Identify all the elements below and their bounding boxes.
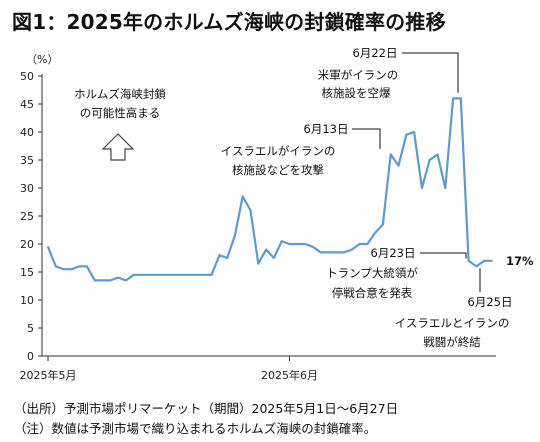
annotation-jun23-line2: 停戦合意を発表: [332, 286, 413, 300]
data-point: [335, 251, 338, 254]
data-point: [288, 243, 291, 245]
x-tick-label: 2025年5月: [20, 368, 77, 382]
data-point: [70, 268, 73, 271]
data-point: [358, 243, 361, 245]
y-tick-label: 15: [20, 266, 34, 279]
data-point: [483, 259, 486, 262]
data-point: [452, 97, 454, 100]
y-tick-label: 45: [20, 98, 34, 111]
data-point: [249, 209, 252, 212]
annotation-jun23-leader: [420, 252, 467, 259]
data-point: [148, 273, 151, 276]
data-point: [140, 273, 143, 276]
y-tick-label: 10: [20, 294, 34, 307]
annotation-jun25-line2: 戦闘が終結: [423, 335, 481, 349]
callout-line2: の可能性高まる: [80, 106, 161, 120]
y-tick-label: 40: [20, 126, 34, 139]
callout-line1: ホルムズ海峡封鎖: [74, 87, 166, 101]
y-tick-label: 25: [20, 210, 34, 223]
data-point: [156, 273, 158, 276]
data-point: [327, 251, 330, 254]
data-point: [382, 223, 384, 226]
data-point: [132, 273, 135, 276]
annotation-jun25-date: 6月25日: [468, 295, 513, 309]
data-point: [187, 273, 190, 276]
chart-title: 図1：2025年のホルムズ海峡の封鎖確率の推移: [12, 10, 446, 34]
data-point: [62, 268, 65, 271]
data-point: [319, 251, 322, 254]
data-point: [366, 243, 369, 245]
data-point: [54, 265, 57, 268]
data-point: [195, 273, 197, 276]
annotation-jun25-line1: イスラエルとイランの: [395, 316, 510, 330]
y-unit-label: （%）: [26, 53, 58, 66]
data-point: [374, 231, 377, 234]
data-point: [171, 273, 174, 276]
data-point: [296, 243, 299, 245]
annotation-jun22-leader: [402, 52, 459, 93]
data-point: [475, 265, 478, 268]
annotation-jun13-line2: 核施設などを攻撃: [232, 163, 324, 177]
data-point: [304, 243, 306, 245]
data-point: [405, 133, 408, 136]
y-tick-label: 0: [27, 350, 34, 363]
annotation-jun13-leader: [352, 128, 381, 149]
data-point: [93, 279, 96, 282]
data-point: [389, 153, 392, 156]
data-point: [78, 265, 81, 268]
source-note: （出所）予測市場ポリマーケット（期間）2025年5月1日～6月27日: [14, 401, 399, 416]
y-tick-label: 35: [20, 154, 34, 167]
data-point: [234, 234, 236, 237]
data-point: [124, 279, 127, 282]
annotation-jun22-line1: 米軍がイランの: [318, 68, 399, 82]
annotation-jun23-date: 6月23日: [371, 246, 416, 260]
end-value-label: 17%: [506, 254, 534, 268]
data-point: [491, 259, 493, 262]
data-point: [467, 259, 470, 262]
data-point: [444, 187, 447, 189]
axes: （%） 0 5 10 15 20 25 30 35 40 45 50 2025年5月 2025年6月: [20, 53, 496, 382]
data-point: [109, 279, 112, 282]
data-point: [413, 131, 416, 133]
data-point: [428, 159, 431, 161]
series-line: [46, 97, 492, 282]
data-point: [117, 276, 120, 279]
y-tick-label: 20: [20, 238, 34, 251]
data-point: [436, 153, 439, 156]
data-point: [459, 97, 462, 100]
data-point: [265, 248, 268, 251]
data-point: [420, 187, 423, 189]
data-point: [179, 273, 182, 276]
data-point: [397, 164, 400, 167]
data-point: [202, 273, 205, 276]
data-point: [47, 245, 49, 248]
annotation-jun22-date: 6月22日: [353, 46, 398, 60]
data-point: [101, 279, 104, 282]
data-point: [226, 257, 229, 259]
data-point: [86, 265, 88, 268]
up-arrow-icon: [101, 133, 135, 161]
footnote: （注）数値は予測市場で織り込まれるホルムズ海峡の封鎖確率。: [14, 421, 377, 436]
y-tick-label: 5: [27, 322, 34, 335]
data-point: [241, 195, 244, 198]
y-tick-label: 30: [20, 182, 34, 195]
data-point: [257, 262, 260, 265]
data-point: [280, 240, 283, 243]
data-point: [343, 251, 345, 254]
annotation-jun13-date: 6月13日: [304, 122, 349, 136]
annotation-jun23-line1: トランプ大統領が: [326, 266, 418, 280]
x-tick-label: 2025年6月: [261, 368, 318, 382]
data-point: [218, 254, 221, 257]
annotation-jun22-line2: 核施設を空爆: [322, 86, 391, 100]
data-point: [210, 273, 213, 276]
data-point: [311, 245, 314, 248]
data-point: [350, 248, 353, 251]
y-tick-label: 50: [20, 70, 34, 83]
data-point: [163, 273, 166, 276]
data-point: [272, 257, 275, 259]
annotation-jun13-line1: イスラエルがイランの: [221, 144, 336, 158]
series-layer: 17%: [46, 97, 534, 282]
